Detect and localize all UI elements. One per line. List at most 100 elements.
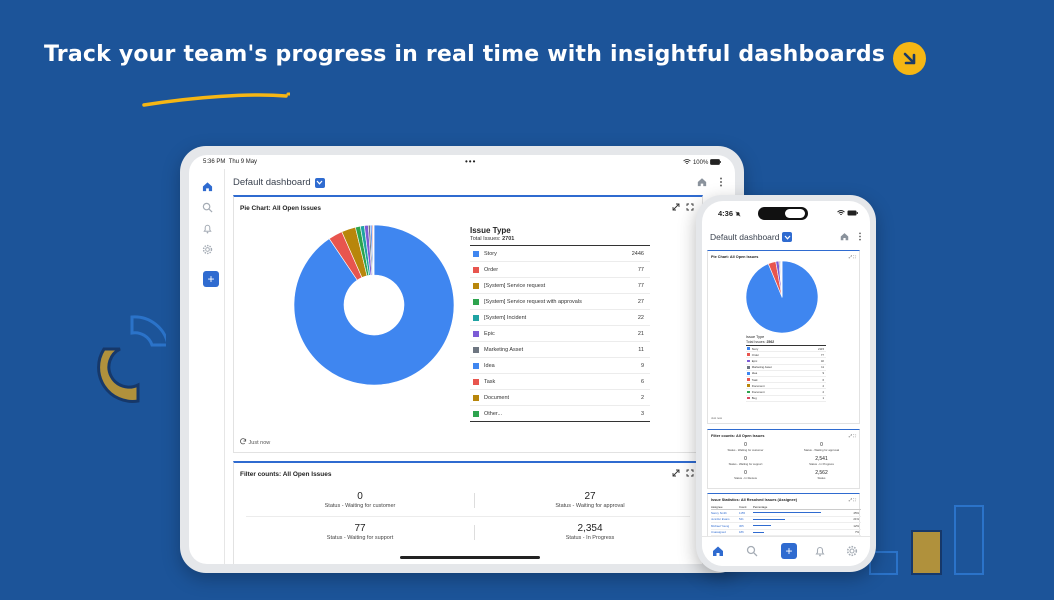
phone-filter-card: Filter counts: All Open Issues ⤢ ⛶ 0 Stat… xyxy=(707,429,860,489)
assignee-name[interactable]: Nancy Smith xyxy=(711,510,727,515)
pie-slice-10[interactable] xyxy=(373,225,375,276)
add-button[interactable]: + xyxy=(203,271,219,287)
legend-value: 32 xyxy=(820,358,824,363)
home-icon[interactable] xyxy=(840,232,849,241)
tablet-dashboard-selector[interactable]: Default dashboard xyxy=(233,177,325,188)
legend-label: Order xyxy=(751,352,759,357)
assignee-name[interactable]: Michael Young xyxy=(711,523,730,528)
legend-item[interactable]: [System] Service request with approvals 2… xyxy=(470,294,650,310)
legend-item[interactable]: Marketing Asset 11 xyxy=(470,342,650,358)
phone-status-bar: 4:36 xyxy=(702,201,870,223)
filter-card-title: Filter counts: All Open Issues xyxy=(240,471,332,478)
fullscreen-icon[interactable] xyxy=(686,469,694,477)
legend-swatch xyxy=(747,359,750,363)
search-icon[interactable] xyxy=(746,545,758,557)
refresh-icon[interactable] xyxy=(240,438,247,445)
legend-item[interactable]: Document 2 xyxy=(746,389,826,396)
legend-item[interactable]: Document 2 xyxy=(470,390,650,406)
legend-label: Order xyxy=(484,266,499,273)
phone-dashboard-selector[interactable]: Default dashboard xyxy=(710,232,793,242)
tablet-header-actions xyxy=(697,177,723,187)
bell-icon[interactable] xyxy=(814,545,826,557)
pie-slice-0[interactable] xyxy=(294,225,455,386)
legend-item[interactable]: Epic 21 xyxy=(470,326,650,342)
legend-item[interactable]: Idea 9 xyxy=(470,358,650,374)
legend-item[interactable]: Marketing Asset 11 xyxy=(746,365,826,371)
bell-icon[interactable] xyxy=(202,223,213,234)
legend-item[interactable]: Idea 9 xyxy=(746,371,826,377)
filter-count-cell[interactable]: 0 Status - In Review xyxy=(734,470,757,480)
chevron-down-icon[interactable] xyxy=(782,232,793,242)
home-icon[interactable] xyxy=(697,177,707,187)
legend-label: Task xyxy=(751,377,758,382)
multitask-dots[interactable]: ••• xyxy=(465,157,477,166)
assignee-count: 305 xyxy=(739,523,744,528)
legend-item[interactable]: [System] Incident 22 xyxy=(470,310,650,326)
legend-item[interactable]: Order 77 xyxy=(470,262,650,278)
legend-item[interactable]: Task 6 xyxy=(746,377,826,384)
card-tools xyxy=(672,203,694,211)
phone-pie-title: Pie Chart: All Open Issues xyxy=(711,255,759,259)
legend-item[interactable]: Story 2446 xyxy=(470,246,650,262)
legend-value: 27 xyxy=(637,298,644,305)
filter-count-cell[interactable]: 2,562 Status xyxy=(815,470,828,480)
table-row[interactable]: Nancy Smith 1155 45% xyxy=(711,510,861,517)
card-tools[interactable]: ⤢ ⛶ xyxy=(848,254,856,259)
more-vertical-icon[interactable] xyxy=(719,177,723,187)
card-tools[interactable]: ⤢ ⛶ xyxy=(848,433,856,438)
gear-icon[interactable] xyxy=(202,244,213,255)
legend-label: Idea xyxy=(751,371,758,376)
chevron-down-icon[interactable] xyxy=(314,177,325,188)
pie-chart[interactable] xyxy=(294,225,464,395)
phone-stats-card: Issue Statistics: All Resolved Issues (A… xyxy=(707,493,861,543)
legend-swatch xyxy=(473,378,479,385)
assignee-percentage: 12% xyxy=(853,523,859,528)
phone-legend-title: Issue Type xyxy=(746,335,765,339)
filter-count-cell[interactable]: 0 Status - Waiting for approval xyxy=(803,442,840,452)
legend-item[interactable]: Order 77 xyxy=(746,352,826,359)
headline: Track your team's progress in real time … xyxy=(44,42,886,67)
home-indicator[interactable] xyxy=(400,556,540,559)
legend-swatch xyxy=(473,314,479,321)
legend-swatch xyxy=(473,282,479,289)
add-button[interactable]: + xyxy=(781,543,797,559)
refresh-status: Just now xyxy=(240,438,270,446)
search-icon[interactable] xyxy=(202,202,213,213)
filter-count-cell[interactable]: 77 Status - Waiting for support xyxy=(326,523,394,541)
legend-item[interactable]: Task 6 xyxy=(470,374,650,390)
home-icon[interactable] xyxy=(202,181,213,192)
legend-label: Marketing Asset xyxy=(484,346,524,353)
legend-swatch xyxy=(473,410,479,417)
legend-item[interactable]: Document 2 xyxy=(746,383,826,390)
legend-value: 2115 xyxy=(817,346,824,351)
collapse-icon[interactable] xyxy=(672,469,680,477)
collapse-icon[interactable] xyxy=(672,203,680,211)
home-icon[interactable] xyxy=(712,545,724,557)
assignee-percentage: 21% xyxy=(853,517,859,522)
more-vertical-icon[interactable] xyxy=(858,232,862,241)
legend-item[interactable]: Other... 3 xyxy=(470,406,650,422)
gear-icon[interactable] xyxy=(846,545,858,557)
fullscreen-icon[interactable] xyxy=(686,203,694,211)
filter-count-cell[interactable]: 0 Status - Waiting for customer xyxy=(727,442,764,452)
legend-item[interactable]: Epic 32 xyxy=(746,358,826,365)
filter-count-cell[interactable]: 27 Status - Waiting for approval xyxy=(555,491,625,509)
phone-pie-chart[interactable] xyxy=(746,261,822,337)
legend-label: Document xyxy=(484,394,510,401)
legend-item[interactable]: Bug 1 xyxy=(746,396,826,402)
legend-item[interactable]: [System] Service request 77 xyxy=(470,278,650,294)
legend-value: 1 xyxy=(822,396,824,401)
assignee-name[interactable]: Unassigned xyxy=(711,530,726,535)
legend-swatch xyxy=(747,347,750,350)
legend-item[interactable]: Story 2115 xyxy=(746,346,826,353)
filter-count-cell[interactable]: 2,354 Status - In Progress xyxy=(565,523,615,541)
filter-count-cell[interactable]: 2,541 Status - In Progress xyxy=(809,456,834,466)
filter-count-cell[interactable]: 0 Status - Waiting for customer xyxy=(324,491,396,509)
assignee-name[interactable]: Jennifer Evans xyxy=(711,517,730,522)
filter-count-cell[interactable]: 0 Status - Waiting for support xyxy=(728,456,763,466)
card-tools[interactable]: ⤢ ⛶ xyxy=(848,497,856,502)
table-row[interactable]: Jennifer Evans 541 21% xyxy=(711,517,861,523)
legend-value: 11 xyxy=(638,346,644,353)
table-row[interactable]: Michael Young 305 12% xyxy=(711,523,861,530)
table-row[interactable]: Unassigned 186 7% xyxy=(711,530,861,536)
